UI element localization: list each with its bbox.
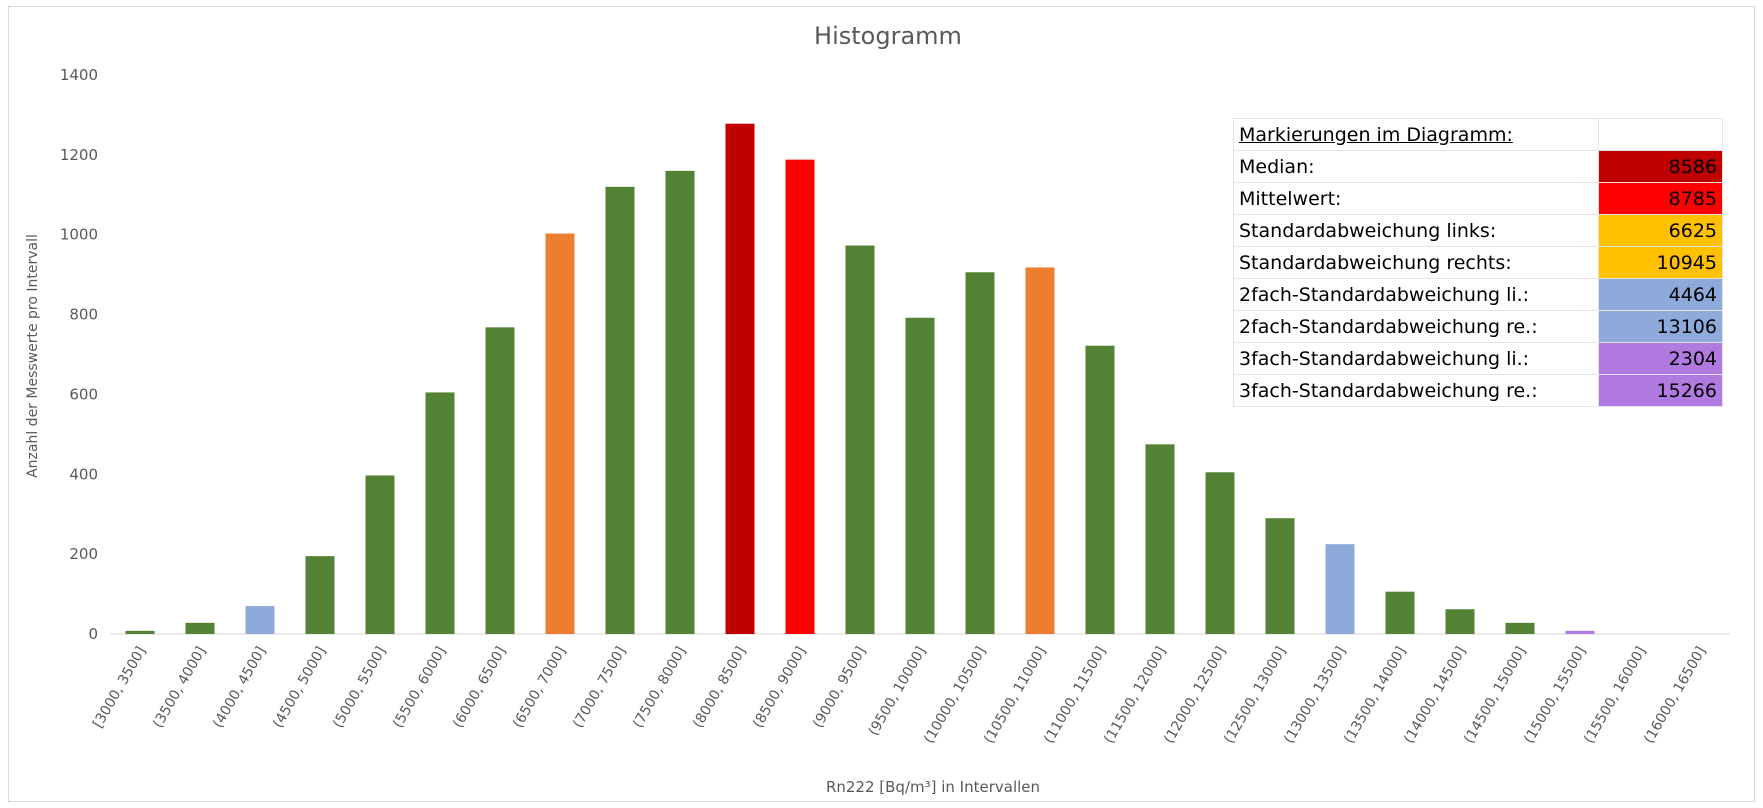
marker-value: 8785 xyxy=(1598,182,1723,215)
marker-label: 3fach-Standardabweichung li.: xyxy=(1233,342,1599,375)
marker-value: 15266 xyxy=(1598,374,1723,407)
chart-title: Histogramm xyxy=(814,22,962,50)
x-tick-label: (15500, 16000] xyxy=(1581,644,1649,746)
x-tick-label: (10500, 11000] xyxy=(981,644,1049,746)
x-tick-label: (12500, 13000] xyxy=(1221,644,1289,746)
x-tick-label: (10000, 10500] xyxy=(921,644,989,746)
x-tick-label: (14000, 14500] xyxy=(1401,644,1469,746)
y-tick-labels: 0 200 400 600 800 1000 1200 1400 xyxy=(60,66,98,643)
x-tick-label: (13000, 13500] xyxy=(1281,644,1349,746)
bar xyxy=(845,245,875,634)
x-tick-label: (9000, 9500] xyxy=(810,644,869,731)
bar xyxy=(425,392,455,634)
marker-value: 8586 xyxy=(1598,150,1723,183)
markers-table-header-row: Markierungen im Diagramm: xyxy=(1233,118,1723,151)
y-tick-label: 0 xyxy=(88,625,98,643)
x-tick-labels: [3000, 3500] (3500, 4000] (4000, 4500] (450… xyxy=(90,644,1709,746)
bar xyxy=(485,327,515,634)
bar xyxy=(245,606,275,634)
markers-table-row: 2fach-Standardabweichung li.: 4464 xyxy=(1233,278,1723,311)
marker-label: 3fach-Standardabweichung re.: xyxy=(1233,374,1599,407)
bar xyxy=(785,159,815,635)
markers-table: Markierungen im Diagramm: Median: 8586 Mit… xyxy=(1233,118,1723,407)
marker-label: Mittelwert: xyxy=(1233,182,1599,215)
x-tick-label: (13500, 14000] xyxy=(1341,644,1409,746)
x-tick-label: (6000, 6500] xyxy=(450,644,509,731)
bar xyxy=(305,556,335,634)
bar xyxy=(365,475,395,634)
markers-table-header-empty xyxy=(1598,118,1723,151)
marker-label: Standardabweichung links: xyxy=(1233,214,1599,247)
marker-value: 6625 xyxy=(1598,214,1723,247)
bar xyxy=(1565,630,1595,634)
y-axis-label: Anzahl der Messwerte pro Intervall xyxy=(25,234,41,478)
markers-table-header: Markierungen im Diagramm: xyxy=(1233,118,1599,151)
bar xyxy=(905,317,935,634)
bar xyxy=(185,622,215,634)
x-axis-label: Rn222 [Bq/m³] in Intervallen xyxy=(826,778,1040,796)
x-tick-label: (15000, 15500] xyxy=(1521,644,1589,746)
marker-label: Standardabweichung rechts: xyxy=(1233,246,1599,279)
x-tick-label: (16000, 16500] xyxy=(1641,644,1709,746)
bars xyxy=(125,123,1595,635)
bar xyxy=(1025,267,1055,634)
bar xyxy=(725,123,755,634)
bar xyxy=(1085,345,1115,634)
marker-value: 2304 xyxy=(1598,342,1723,375)
x-tick-label: (11500, 12000] xyxy=(1101,644,1169,746)
x-tick-label: [3000, 3500] xyxy=(90,644,149,731)
y-tick-label: 600 xyxy=(69,385,98,403)
marker-label: 2fach-Standardabweichung li.: xyxy=(1233,278,1599,311)
bar xyxy=(665,170,695,635)
x-tick-label: (12000, 12500] xyxy=(1161,644,1229,746)
x-tick-label: (7000, 7500] xyxy=(570,644,629,731)
bar xyxy=(1445,609,1475,634)
y-tick-label: 1200 xyxy=(60,146,98,164)
bar xyxy=(605,186,635,635)
x-tick-label: (3500, 4000] xyxy=(150,644,209,731)
bar xyxy=(125,630,155,634)
markers-table-row: Standardabweichung links: 6625 xyxy=(1233,214,1723,247)
x-tick-label: (5000, 5500] xyxy=(330,644,389,731)
y-tick-label: 800 xyxy=(69,306,98,324)
x-tick-label: (7500, 8000] xyxy=(630,644,689,731)
bar xyxy=(545,233,575,635)
x-tick-label: (14500, 15000] xyxy=(1461,644,1529,746)
y-tick-label: 1000 xyxy=(60,226,98,244)
marker-value: 10945 xyxy=(1598,246,1723,279)
bar xyxy=(965,272,995,634)
bar xyxy=(1505,622,1535,634)
markers-table-row: 3fach-Standardabweichung li.: 2304 xyxy=(1233,342,1723,375)
markers-table-row: Standardabweichung rechts: 10945 xyxy=(1233,246,1723,279)
x-tick-label: (8000, 8500] xyxy=(690,644,749,731)
x-tick-label: (9500, 10000] xyxy=(866,644,930,739)
bar xyxy=(1385,591,1415,634)
markers-table-row: Mittelwert: 8785 xyxy=(1233,182,1723,215)
bar xyxy=(1205,472,1235,634)
bar xyxy=(1145,444,1175,634)
marker-value: 4464 xyxy=(1598,278,1723,311)
marker-label: Median: xyxy=(1233,150,1599,183)
x-tick-label: (11000, 11500] xyxy=(1041,644,1109,746)
marker-label: 2fach-Standardabweichung re.: xyxy=(1233,310,1599,343)
marker-value: 13106 xyxy=(1598,310,1723,343)
x-tick-label: (4500, 5000] xyxy=(270,644,329,731)
x-tick-label: (5500, 6000] xyxy=(390,644,449,731)
bar xyxy=(1265,518,1295,634)
x-tick-label: (4000, 4500] xyxy=(210,644,269,731)
x-tick-label: (6500, 7000] xyxy=(510,644,569,731)
y-tick-label: 400 xyxy=(69,465,98,483)
y-tick-label: 1400 xyxy=(60,66,98,84)
x-tick-label: (8500, 9000] xyxy=(750,644,809,731)
markers-table-row: 2fach-Standardabweichung re.: 13106 xyxy=(1233,310,1723,343)
markers-table-row: 3fach-Standardabweichung re.: 15266 xyxy=(1233,374,1723,407)
bar xyxy=(1325,544,1355,634)
y-tick-label: 200 xyxy=(69,545,98,563)
markers-table-row: Median: 8586 xyxy=(1233,150,1723,183)
